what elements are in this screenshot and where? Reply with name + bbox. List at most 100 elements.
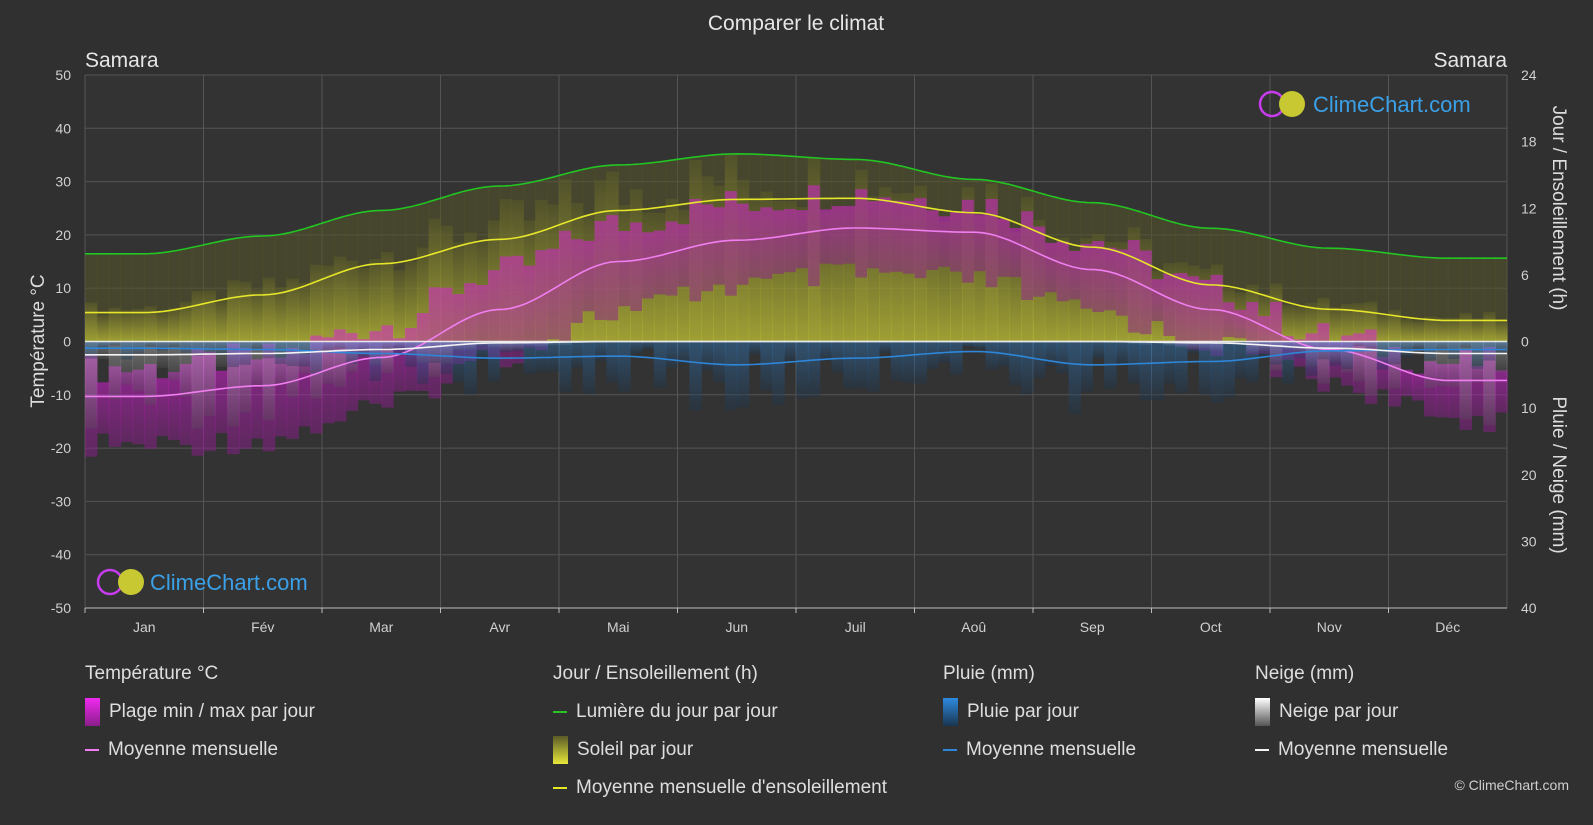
rain-bar: [855, 341, 868, 389]
temp-range-bar: [938, 216, 951, 267]
rain-bar: [286, 341, 299, 367]
temp-range-bar: [653, 230, 667, 295]
rain-bar: [440, 341, 453, 375]
x-tick-label: Avr: [489, 619, 510, 635]
y-right-top-tick-label: 6: [1521, 267, 1529, 283]
legend-label: Neige par jour: [1279, 701, 1399, 722]
rain-bar: [1198, 341, 1212, 395]
sunshine-bar: [310, 264, 323, 342]
sunshine-bar: [404, 261, 418, 342]
y-right-bottom-tick-label: 40: [1521, 600, 1537, 616]
rain-bar: [559, 341, 572, 392]
rain-bar: [772, 341, 785, 405]
rain-bar: [736, 341, 750, 408]
rain-bar: [914, 341, 927, 384]
temp-range-bar: [784, 208, 797, 273]
sunshine-bar: [108, 307, 122, 342]
rain-bar: [428, 341, 442, 363]
temp-range-bar: [1222, 302, 1236, 338]
y-right-top-label: Jour / Ensoleillement (h): [1548, 106, 1569, 311]
temp-range-bar: [559, 230, 572, 342]
legend-snow: Neige (mm) Neige par jour Moyenne mensue…: [1255, 663, 1448, 775]
rain-bar: [606, 341, 619, 383]
temp-range-bar: [677, 224, 690, 287]
temp-range-bar: [582, 240, 596, 312]
rain-bar: [1329, 341, 1342, 366]
rain-bar: [1412, 341, 1425, 349]
rain-bar: [250, 341, 264, 349]
legend-rain-title: Pluie (mm): [943, 663, 1035, 684]
legend-snow-title: Neige (mm): [1255, 663, 1355, 684]
sunshine-bar: [239, 281, 252, 342]
rain-bar: [499, 341, 513, 353]
rain-bar: [1127, 341, 1141, 384]
legend-temp-title: Température °C: [85, 663, 219, 684]
temp-range-bar: [606, 215, 619, 321]
temp-range-bar: [997, 218, 1010, 277]
temp-range-bar: [1009, 228, 1022, 278]
sunshine-bar: [1376, 313, 1390, 342]
sunshine-bar: [1400, 319, 1413, 342]
rain-bar: [807, 341, 821, 397]
sunshine-bar: [274, 287, 288, 342]
temp-range-bar: [499, 256, 513, 368]
snow-bar: [132, 341, 145, 392]
temp-range-swatch: [85, 698, 100, 726]
temp-range-bar: [570, 239, 584, 323]
rain-bar: [1388, 341, 1401, 365]
sunshine-bar: [1424, 316, 1437, 342]
rain-bar: [630, 341, 643, 354]
rain-bar: [108, 341, 122, 346]
temp-range-bar: [760, 207, 773, 279]
y-right-bottom-tick-label: 10: [1521, 400, 1537, 416]
sunshine-bar: [1471, 318, 1484, 342]
snow-bar: [262, 341, 276, 420]
rain-bar: [1376, 341, 1390, 370]
rain-avg-swatch: [943, 749, 957, 751]
rain-bar: [416, 341, 430, 384]
temp-range-bar: [985, 199, 999, 288]
rain-bar: [85, 341, 98, 359]
temp-range-bar: [902, 201, 916, 274]
temp-range-bar: [167, 371, 181, 441]
x-tick-label: Mar: [369, 619, 393, 635]
rain-bar: [1424, 341, 1437, 361]
temp-range-bar: [1115, 249, 1129, 316]
temp-range-bar: [831, 206, 844, 265]
sunshine-bar: [1281, 304, 1295, 342]
rain-bar: [535, 341, 548, 372]
rain-bar: [1258, 341, 1271, 358]
legend-item-rain-avg: Moyenne mensuelle: [943, 737, 1136, 763]
sunshine-bar: [1447, 317, 1461, 342]
temp-range-bar: [701, 204, 714, 292]
rain-bar: [1115, 341, 1129, 366]
temp-range-bar: [547, 248, 560, 340]
sunshine-bar: [286, 278, 299, 342]
temp-range-bar: [914, 198, 927, 279]
rain-bar: [1092, 341, 1105, 359]
y-left-label: Température °C: [28, 274, 49, 407]
sunshine-bar: [298, 282, 311, 342]
rain-bar: [1009, 341, 1022, 386]
temp-range-bar: [950, 212, 963, 272]
rain-bar: [973, 341, 987, 350]
legend-temperature: Température °C Plage min / max par jour …: [85, 663, 315, 775]
rain-bar: [1246, 341, 1259, 383]
rain-bar: [926, 341, 939, 369]
temp-range-bar: [535, 250, 548, 350]
rain-bar: [950, 341, 963, 375]
x-tick-label: Déc: [1435, 619, 1460, 635]
watermark-text: ClimeChart.com: [1313, 92, 1471, 117]
legend-label: Plage min / max par jour: [109, 701, 315, 722]
rain-bar: [1187, 341, 1200, 353]
sunshine-avg-line: [85, 197, 1507, 322]
sun-avg-swatch: [553, 787, 567, 789]
rain-bar: [1080, 341, 1093, 392]
y-right-bottom-label: Pluie / Neige (mm): [1548, 396, 1569, 553]
temp-range-bar: [487, 270, 501, 358]
rain-bar: [1435, 341, 1449, 350]
y-left-tick-label: 40: [55, 120, 71, 136]
rain-bar: [310, 341, 323, 374]
temp-range-bar: [1021, 211, 1034, 301]
